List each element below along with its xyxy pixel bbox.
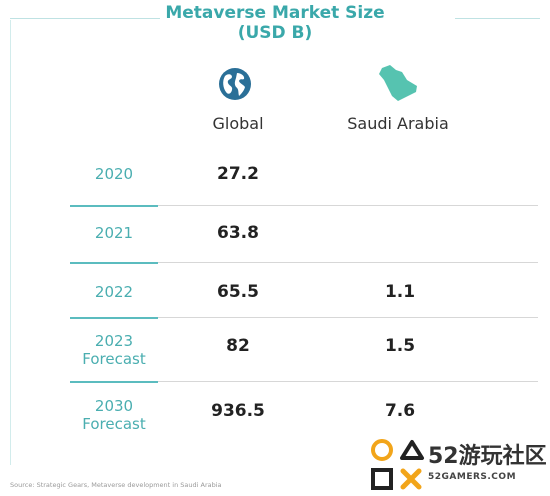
row-separator-line	[158, 317, 538, 318]
chart-subtitle: (USD B)	[237, 23, 313, 43]
year-subtitle: Forecast	[82, 415, 146, 433]
watermark-url: 52GAMERS.COM	[428, 472, 517, 482]
year-text: 2030	[94, 397, 134, 415]
watermark: 52游玩社区 52GAMERS.COM	[366, 432, 550, 496]
year-label: 2021	[70, 224, 158, 242]
globe-icon	[218, 67, 252, 101]
left-rule	[10, 20, 11, 465]
year-label: 2020	[70, 165, 158, 183]
row-separator-accent	[70, 262, 158, 264]
global-value: 936.5	[211, 401, 265, 421]
saudi-value: 1.1	[384, 282, 416, 302]
year-label: 2022	[70, 283, 158, 301]
year-text: 2023	[94, 332, 134, 350]
global-value: 63.8	[217, 223, 259, 243]
year-text: 2022	[94, 283, 134, 301]
year-subtitle: Forecast	[82, 350, 146, 368]
year-label: 2023 Forecast	[70, 332, 158, 368]
row-separator-accent	[70, 205, 158, 207]
saudi-value: 7.6	[384, 401, 416, 421]
column-header-global: Global	[212, 114, 264, 133]
watermark-logo-icon	[371, 439, 424, 490]
row-separator-accent	[70, 381, 158, 383]
row-separator-line	[158, 262, 538, 263]
global-value: 27.2	[217, 164, 259, 184]
saudi-value: 1.5	[384, 336, 416, 356]
global-value: 82	[226, 336, 250, 356]
year-text: 2021	[94, 224, 134, 242]
global-value: 65.5	[217, 282, 259, 302]
source-note: Source: Strategic Gears, Metaverse devel…	[10, 481, 222, 489]
column-header-saudi: Saudi Arabia	[347, 114, 449, 133]
year-label: 2030 Forecast	[70, 397, 158, 433]
row-separator-line	[158, 381, 538, 382]
top-rule-left	[10, 18, 160, 19]
row-separator-accent	[70, 317, 158, 319]
chart-title: Metaverse Market Size	[165, 3, 385, 23]
watermark-text: 52游玩社区	[428, 444, 547, 469]
top-rule-right	[455, 18, 540, 19]
row-separator-line	[158, 205, 538, 206]
year-text: 2020	[94, 165, 134, 183]
saudi-map-icon	[376, 62, 420, 104]
